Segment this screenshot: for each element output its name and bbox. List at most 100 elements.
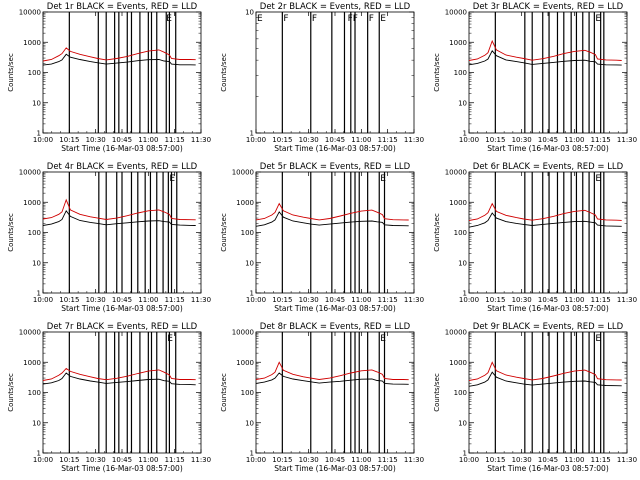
events-series-line [255,211,409,227]
y-axis-label: Counts/sec [220,373,228,412]
x-tick-label: 10:00 [33,136,53,144]
chart-svg: Det 8r BLACK = Events, RED = LLD 10:00 10:… [220,322,424,473]
detector-panel-2: Det 2r BLACK = Events, RED = LLD 10:00 10:… [213,0,426,160]
lld-series-line [42,367,196,381]
y-tick-label: 1000 [449,39,467,47]
y-tick-label: 10000 [232,329,254,337]
x-axis-label: Start Time (16-Mar-03 08:57:00) [487,304,609,313]
x-tick-label: 10:30 [299,136,319,144]
y-tick-label: 10 [32,419,41,427]
x-tick-label: 11:15 [378,136,398,144]
chart-svg: Det 6r BLACK = Events, RED = LLD 10:00 10:… [433,162,637,313]
y-axis-label: Counts/sec [220,213,228,252]
x-tick-label: 11:30 [191,296,211,304]
x-axis-label: Start Time (16-Mar-03 08:57:00) [61,144,183,153]
y-tick-label: 1 [463,290,467,298]
plot-frame [255,11,415,134]
flag-marker: E [380,14,386,24]
plot-frame [255,331,415,454]
x-tick-label: 10:30 [86,296,106,304]
events-series-line [468,49,622,66]
chart-svg: Det 2r BLACK = Events, RED = LLD 10:00 10:… [220,2,424,153]
x-tick-label: 10:30 [299,456,319,464]
x-tick-label: 10:45 [325,456,345,464]
y-tick-label: 1 [250,130,254,138]
flag-marker: E [169,174,175,184]
x-axis-label: Start Time (16-Mar-03 08:57:00) [487,464,609,473]
x-tick-label: 10:45 [538,296,558,304]
y-tick-label: 1 [37,450,41,458]
detector-panel-7: Det 7r BLACK = Events, RED = LLD 10:00 10:… [0,320,213,480]
chart-title: Det 1r BLACK = Events, RED = LLD [47,2,198,12]
chart-title: Det 5r BLACK = Events, RED = LLD [260,162,411,172]
y-axis-label: Counts/sec [7,373,15,412]
x-tick-label: 10:15 [485,296,505,304]
y-axis-label: Counts/sec [7,53,15,92]
x-tick-label: 10:30 [86,136,106,144]
x-tick-label: 11:30 [617,296,637,304]
y-tick-label: 1 [37,130,41,138]
x-tick-label: 10:45 [325,136,345,144]
x-tick-label: 10:00 [246,296,266,304]
y-tick-label: 1 [250,450,254,458]
x-axis-label: Start Time (16-Mar-03 08:57:00) [274,144,396,153]
y-axis-label: Counts/sec [7,213,15,252]
y-tick-label: 1 [463,450,467,458]
lld-series-line [42,198,196,221]
y-tick-label: 10 [245,9,254,17]
x-tick-label: 11:30 [617,456,637,464]
y-tick-label: 10000 [19,169,41,177]
x-tick-label: 10:00 [33,456,53,464]
chart-svg: Det 4r BLACK = Events, RED = LLD 10:00 10:… [7,162,211,313]
lld-series-line [42,47,196,62]
x-tick-label: 10:30 [86,456,106,464]
y-tick-label: 10000 [445,329,467,337]
lld-series-line [255,202,409,221]
events-series-line [468,371,622,387]
flag-marker: F [312,14,317,24]
x-tick-label: 10:45 [325,296,345,304]
y-tick-label: 10 [32,99,41,107]
y-tick-label: 1000 [23,39,41,47]
plot-frame [42,11,202,134]
detector-panel-1: Det 1r BLACK = Events, RED = LLD 10:00 10:… [0,0,213,160]
y-tick-label: 10 [458,419,467,427]
detector-panel-4: Det 4r BLACK = Events, RED = LLD 10:00 10:… [0,160,213,320]
y-tick-label: 1 [463,130,467,138]
x-tick-label: 10:15 [272,456,292,464]
y-tick-label: 100 [28,389,41,397]
x-tick-label: 10:15 [485,456,505,464]
x-tick-label: 10:45 [112,456,132,464]
y-tick-label: 100 [454,69,467,77]
x-tick-label: 11:00 [351,296,371,304]
x-tick-label: 11:15 [165,136,185,144]
events-series-line [42,372,196,386]
y-tick-label: 10 [245,259,254,267]
detector-panel-9: Det 9r BLACK = Events, RED = LLD 10:00 10:… [426,320,639,480]
x-tick-label: 10:15 [59,136,79,144]
flag-marker: E [595,174,601,184]
x-tick-label: 10:00 [459,296,479,304]
flag-marker: E [166,14,172,24]
x-tick-label: 11:00 [564,296,584,304]
x-tick-label: 10:15 [485,136,505,144]
y-axis-label: Counts/sec [433,373,441,412]
flag-marker: E [167,334,173,344]
x-tick-label: 10:00 [459,136,479,144]
x-tick-label: 11:00 [351,456,371,464]
y-tick-label: 10000 [19,9,41,17]
y-axis-label: Counts/sec [433,53,441,92]
x-tick-label: 10:15 [59,456,79,464]
chart-svg: Det 3r BLACK = Events, RED = LLD 10:00 10:… [433,2,637,153]
lld-series-line [468,202,622,221]
flag-marker: F [369,14,374,24]
y-tick-label: 10 [245,419,254,427]
detector-panel-3: Det 3r BLACK = Events, RED = LLD 10:00 10:… [426,0,639,160]
x-tick-label: 11:30 [404,136,424,144]
flag-marker: E [595,14,601,24]
x-tick-label: 11:15 [591,296,611,304]
x-tick-label: 10:00 [246,456,266,464]
chart-title: Det 8r BLACK = Events, RED = LLD [260,322,411,332]
flag-marker: E [257,14,263,24]
x-tick-label: 10:15 [59,296,79,304]
